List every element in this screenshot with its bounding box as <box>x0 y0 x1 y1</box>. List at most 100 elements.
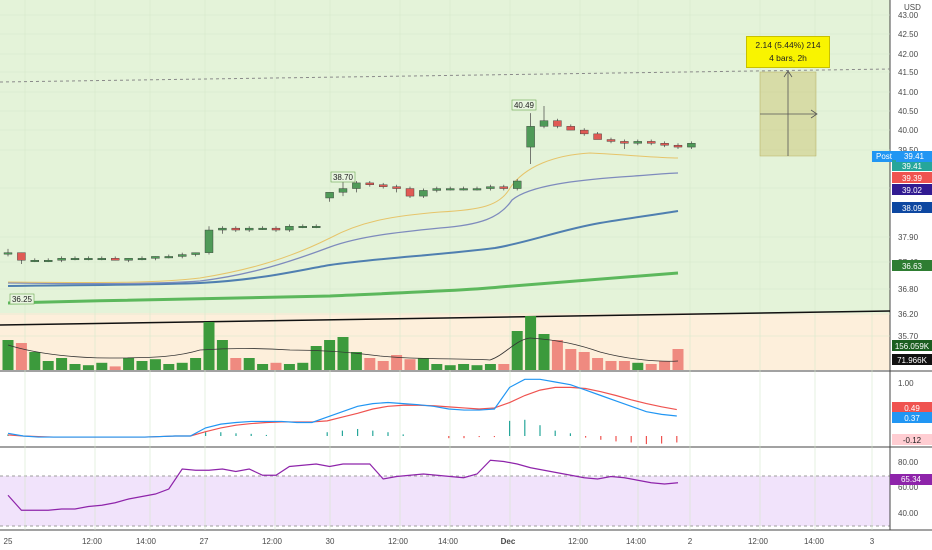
time-tick-label: 12:00 <box>748 537 769 546</box>
price-tick-label: 39.50 <box>898 146 919 155</box>
candle-body[interactable] <box>231 227 241 231</box>
candle-body[interactable] <box>84 258 93 261</box>
candle-body[interactable] <box>539 120 549 127</box>
candle-body[interactable] <box>204 229 214 253</box>
candle-body[interactable] <box>486 186 495 189</box>
candle-body[interactable] <box>499 186 508 189</box>
volume-bar <box>297 362 309 370</box>
macd-hist-bar <box>645 436 647 445</box>
candle-body[interactable] <box>553 120 562 127</box>
candle-body[interactable] <box>271 227 281 231</box>
macd-hist-bar <box>387 432 389 436</box>
candle-body[interactable] <box>110 258 120 261</box>
candle-body[interactable] <box>593 133 602 140</box>
price-tick-label: 43.00 <box>898 11 919 20</box>
candle-body[interactable] <box>258 227 267 230</box>
time-tick-label: 14:00 <box>626 537 647 546</box>
candle-body[interactable] <box>446 188 455 191</box>
candle-body[interactable] <box>647 141 656 144</box>
ma-mid-tag <box>892 184 932 195</box>
candlesticks[interactable] <box>3 105 696 264</box>
volume-bar <box>391 355 403 370</box>
support-trendline[interactable] <box>0 310 891 326</box>
candle-body[interactable] <box>285 226 294 231</box>
candle-body[interactable] <box>392 186 401 189</box>
candle-body[interactable] <box>244 227 254 231</box>
candle-body[interactable] <box>660 143 669 146</box>
candle-body[interactable] <box>3 252 13 255</box>
macd-hist-bar <box>539 425 541 436</box>
candle-body[interactable] <box>312 226 321 228</box>
measure-arrowhead-up <box>783 70 793 78</box>
candle-body[interactable] <box>673 144 683 148</box>
candle-body[interactable] <box>57 258 66 261</box>
time-tick-label: Dec <box>501 537 516 546</box>
candle-body[interactable] <box>44 260 53 262</box>
rsi-axis[interactable]: 80.00 60.00 40.00 <box>898 458 919 518</box>
candle-body[interactable] <box>580 129 589 135</box>
macd-hist-bar <box>341 430 343 436</box>
candle-body[interactable] <box>432 188 441 191</box>
candle-body[interactable] <box>338 188 348 193</box>
macd-line-tag-text: 0.37 <box>904 414 920 423</box>
volume-bar <box>69 364 81 370</box>
candle-body[interactable] <box>97 258 107 261</box>
candle-body[interactable] <box>164 256 174 259</box>
candle-body[interactable] <box>151 256 160 259</box>
volume-bar <box>645 364 657 370</box>
candle-body[interactable] <box>687 143 696 148</box>
candle-body[interactable] <box>70 258 80 261</box>
candle-body[interactable] <box>177 254 187 257</box>
volume-bar <box>578 352 590 370</box>
candle-body[interactable] <box>379 184 388 187</box>
dashed-trendline[interactable] <box>0 68 891 83</box>
macd-hist-bar <box>448 436 450 439</box>
ma-long-tag <box>892 260 932 271</box>
price-tick-label: 35.70 <box>898 332 919 341</box>
candle-body[interactable] <box>298 226 307 228</box>
candle-body[interactable] <box>419 190 428 197</box>
volume-bar <box>444 365 456 370</box>
ma-fast-line <box>7 152 679 284</box>
high-price-label: 40.49 <box>511 99 537 111</box>
volume-bar <box>498 364 510 370</box>
candle-body[interactable] <box>30 260 39 262</box>
macd-hist-bar <box>205 432 207 436</box>
candle-body[interactable] <box>124 258 133 261</box>
candle-body[interactable] <box>218 227 227 231</box>
volume-bar <box>471 365 483 370</box>
macd-hist-bar <box>326 432 328 436</box>
candle-body[interactable] <box>526 126 535 148</box>
candle-body[interactable] <box>620 141 629 144</box>
ma-slow-tag <box>892 202 932 213</box>
candle-body[interactable] <box>566 126 575 131</box>
candle-body[interactable] <box>606 139 616 142</box>
price-tick-label: 41.50 <box>898 68 919 77</box>
candle-body[interactable] <box>472 188 482 191</box>
candle-body[interactable] <box>405 188 415 197</box>
ma-mid-line <box>7 172 679 285</box>
volume-bar <box>243 358 255 370</box>
time-tick-label: 12:00 <box>82 537 103 546</box>
candle-body[interactable] <box>459 188 468 191</box>
volume-bar <box>672 349 684 370</box>
post-badge <box>872 151 896 162</box>
candle-body[interactable] <box>365 182 374 185</box>
candle-body[interactable] <box>325 192 334 199</box>
low-price-label: 36.25 <box>9 293 35 305</box>
candle-body[interactable] <box>513 180 522 189</box>
candle-body[interactable] <box>137 258 147 261</box>
candle-body[interactable] <box>17 252 26 261</box>
price-pane-green-zone <box>0 0 890 313</box>
candle-body[interactable] <box>633 141 642 144</box>
volume-bar <box>2 340 14 370</box>
ma-slow-line <box>7 210 679 287</box>
candle-body[interactable] <box>191 252 200 255</box>
volume-bar <box>324 340 336 370</box>
macd-signal-tag <box>892 402 932 413</box>
time-axis[interactable]: 25 12:00 14:00 27 12:00 30 12:00 14:00 Dec 12:00 1… <box>4 537 875 546</box>
macd-hist-bar <box>509 420 511 436</box>
candle-body[interactable] <box>352 182 361 189</box>
time-tick-label: 27 <box>200 537 209 546</box>
